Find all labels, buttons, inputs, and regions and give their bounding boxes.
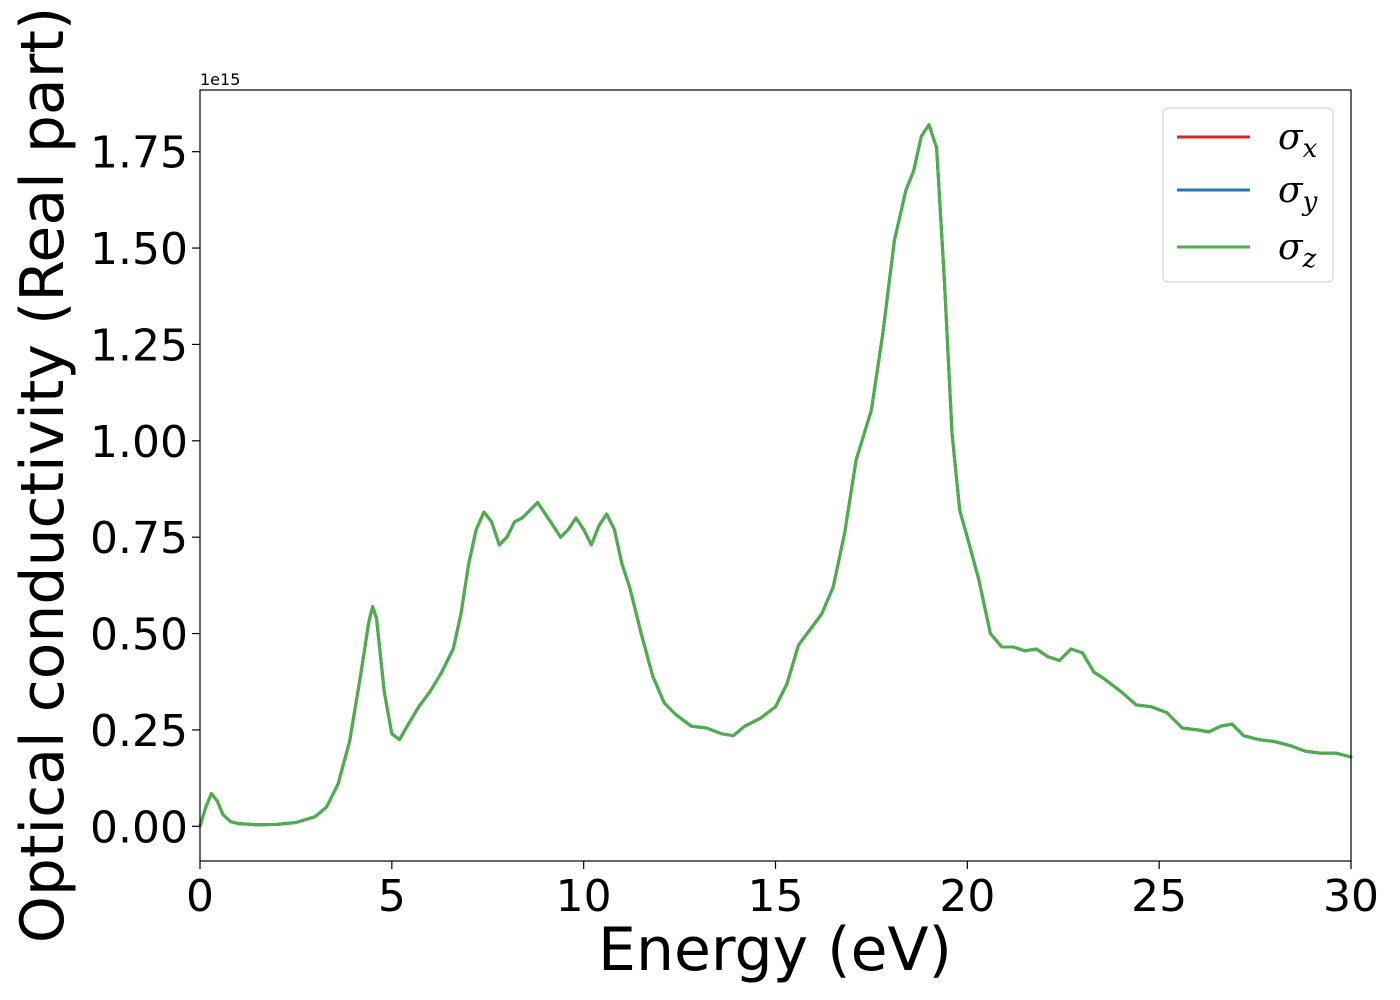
y-tick-label: 1.25 (90, 320, 188, 371)
x-tick-label: 30 (1323, 871, 1379, 922)
legend-label-y: σy (1278, 170, 1318, 217)
y-offset-label: 1e15 (200, 70, 240, 89)
legend-box (1162, 107, 1334, 283)
x-tick-label: 25 (1131, 871, 1187, 922)
y-axis: 0.00 0.25 0.50 0.75 1.00 1.25 1.50 1.75 (90, 128, 200, 853)
x-axis: 0 5 10 15 20 25 30 (186, 861, 1379, 922)
x-axis-label: Energy (eV) (598, 915, 952, 985)
legend-label-z: σz (1278, 227, 1317, 274)
x-tick-label: 20 (939, 871, 995, 922)
y-tick-label: 0.25 (90, 706, 188, 757)
y-tick-label: 0.75 (90, 513, 188, 564)
x-tick-label: 10 (556, 871, 612, 922)
y-tick-label: 1.75 (90, 128, 188, 179)
legend: σx σy σz (1162, 107, 1334, 283)
y-axis-label: Optical conductivity (Real part) (8, 7, 78, 944)
series-layer (198, 123, 1353, 828)
y-tick-label: 1.50 (90, 224, 188, 275)
x-tick-label: 15 (748, 871, 804, 922)
y-tick-label: 0.00 (90, 802, 188, 853)
series-line-sigma-z (198, 123, 1353, 828)
y-tick-label: 0.50 (90, 610, 188, 661)
y-tick-label: 1.00 (90, 417, 188, 468)
x-tick-label: 5 (378, 871, 406, 922)
x-tick-label: 0 (186, 871, 214, 922)
legend-label-x: σx (1278, 117, 1318, 164)
